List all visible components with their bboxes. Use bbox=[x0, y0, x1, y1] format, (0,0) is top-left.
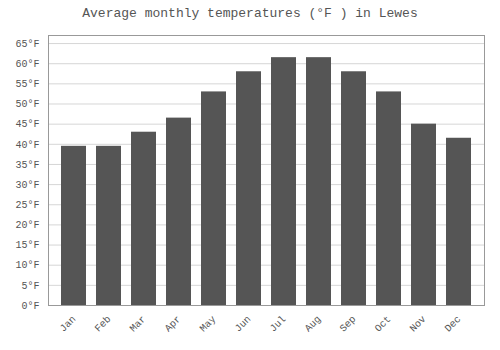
svg-text:50°F: 50°F bbox=[15, 99, 39, 110]
svg-text:Jun: Jun bbox=[233, 314, 254, 335]
svg-text:Sep: Sep bbox=[338, 314, 359, 335]
svg-text:15°F: 15°F bbox=[15, 240, 39, 251]
svg-text:Aug: Aug bbox=[303, 314, 324, 335]
svg-text:20°F: 20°F bbox=[15, 220, 39, 231]
svg-text:Feb: Feb bbox=[93, 314, 114, 335]
svg-text:Oct: Oct bbox=[373, 314, 394, 335]
svg-text:60°F: 60°F bbox=[15, 59, 39, 70]
svg-text:45°F: 45°F bbox=[15, 119, 39, 130]
svg-text:25°F: 25°F bbox=[15, 200, 39, 211]
svg-text:Nov: Nov bbox=[408, 314, 429, 335]
svg-text:5°F: 5°F bbox=[21, 281, 39, 292]
svg-text:40°F: 40°F bbox=[15, 140, 39, 151]
svg-text:0°F: 0°F bbox=[21, 301, 39, 312]
svg-text:Jan: Jan bbox=[58, 314, 79, 335]
svg-text:Apr: Apr bbox=[163, 314, 184, 335]
svg-text:55°F: 55°F bbox=[15, 79, 39, 90]
svg-text:Dec: Dec bbox=[443, 314, 464, 335]
html-text:Average monthly temperatures (: Average monthly temperatures (°F ) in Le… bbox=[82, 6, 418, 21]
svg-text:65°F: 65°F bbox=[15, 39, 39, 50]
svg-text:May: May bbox=[198, 314, 219, 335]
svg-text:30°F: 30°F bbox=[15, 180, 39, 191]
svg-text:Jul: Jul bbox=[268, 314, 289, 335]
svg-text:35°F: 35°F bbox=[15, 160, 39, 171]
svg-text:10°F: 10°F bbox=[15, 260, 39, 271]
svg-text:Mar: Mar bbox=[128, 314, 149, 335]
